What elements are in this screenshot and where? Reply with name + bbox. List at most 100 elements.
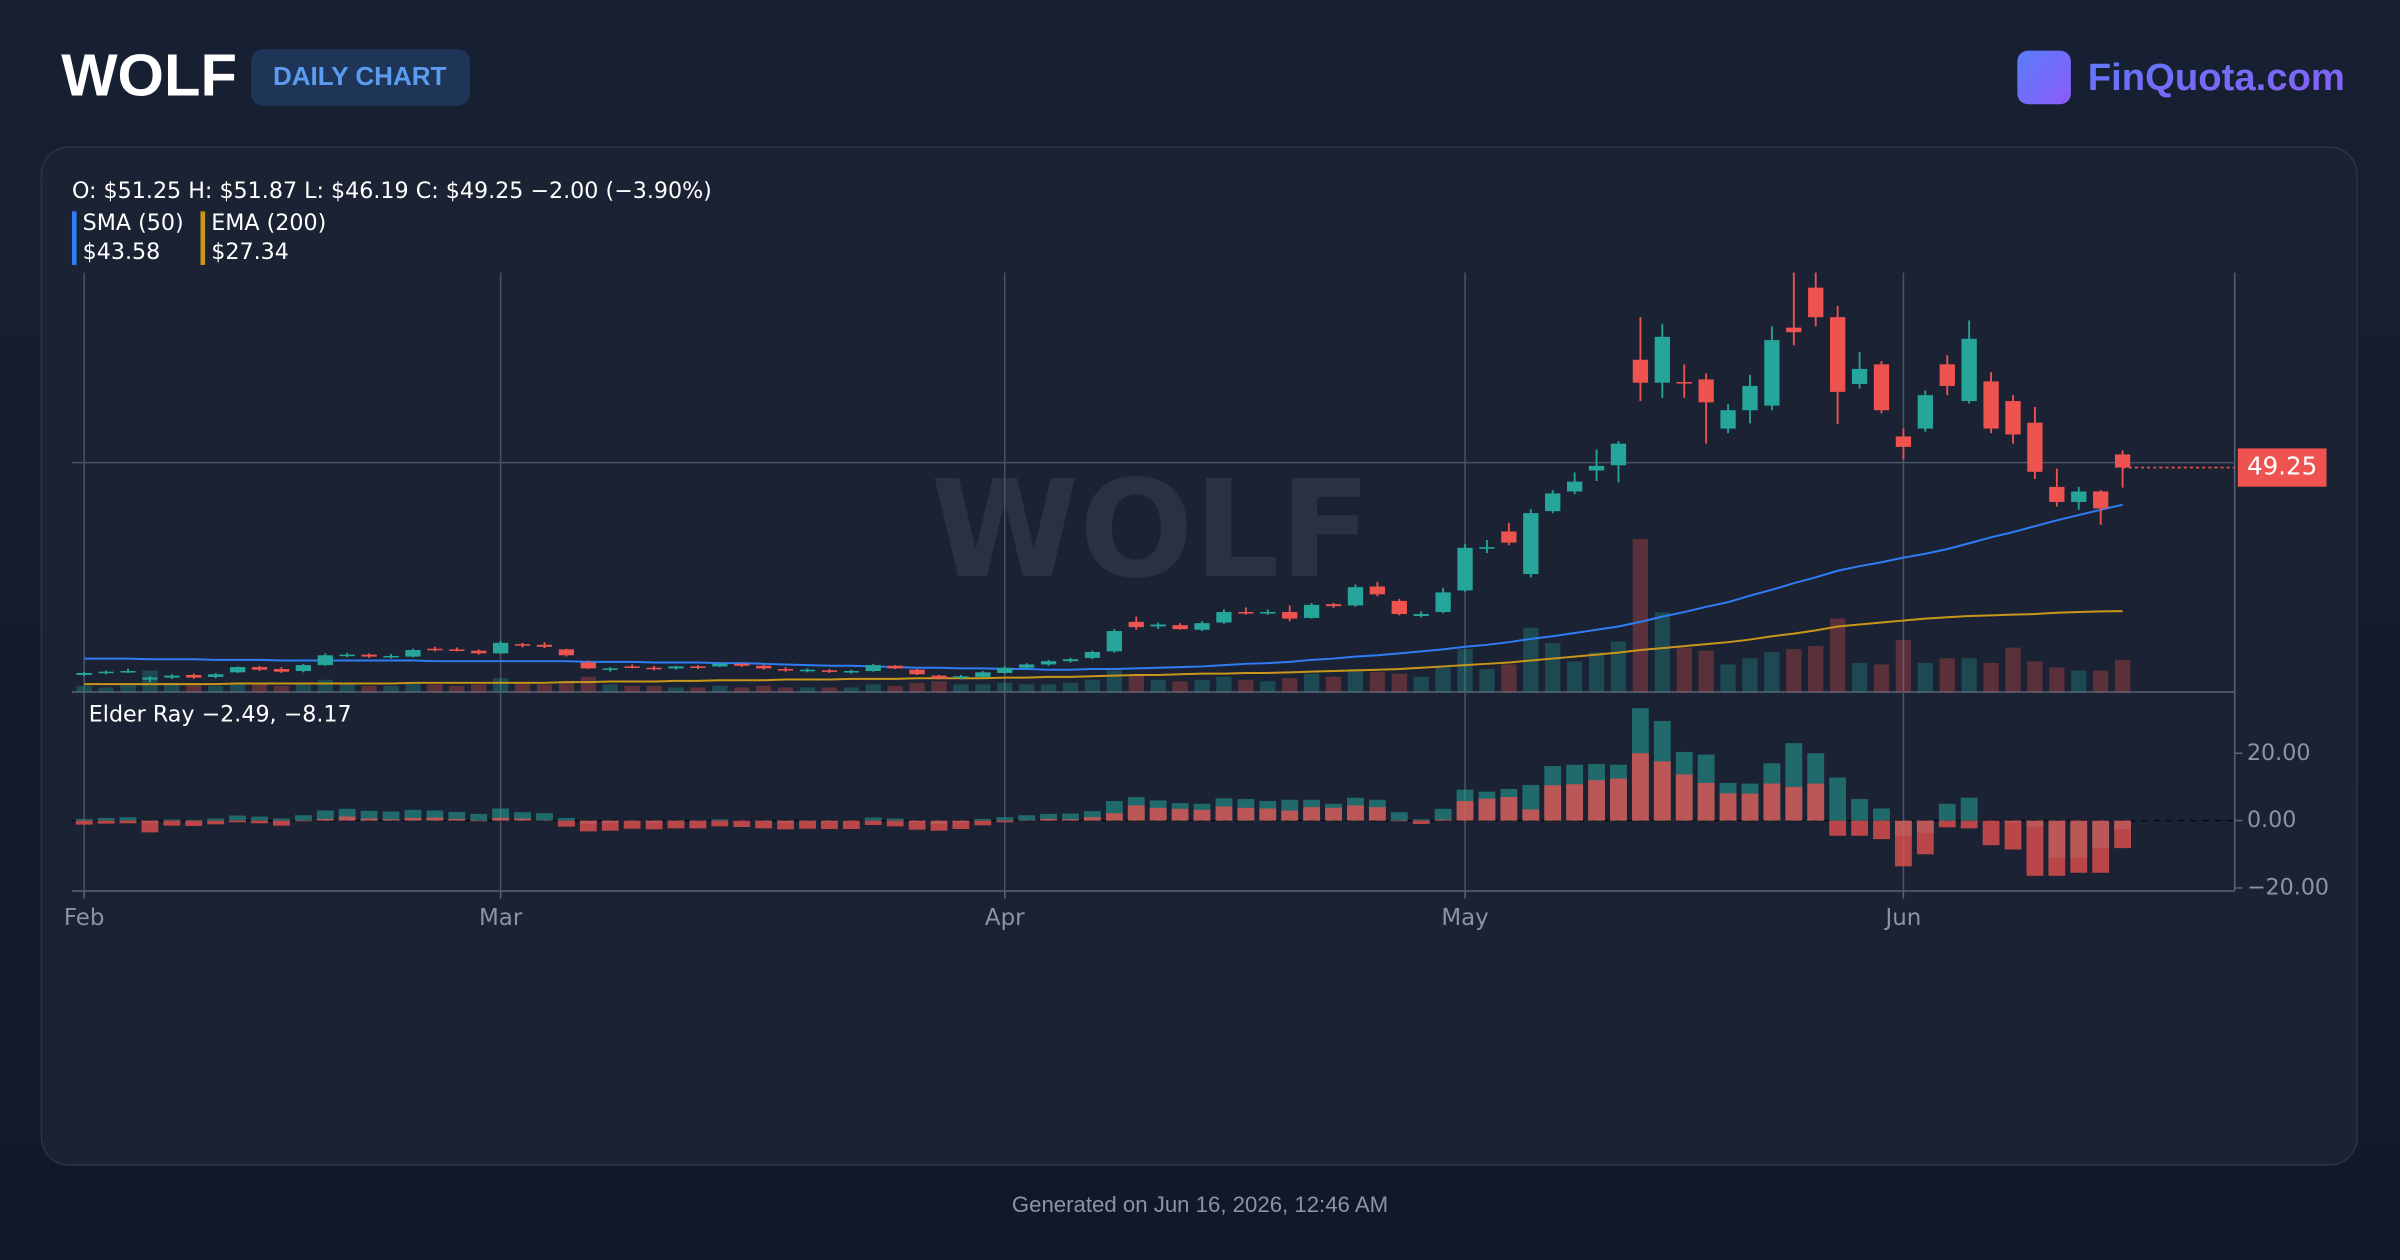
volume-bar [690, 687, 706, 692]
elder-ray-bar [1873, 820, 1890, 840]
elder-ray-bar [1434, 808, 1452, 821]
y-tick-label: 0.00 [2247, 807, 2296, 833]
volume-bar [1501, 664, 1517, 692]
candle-body [1391, 600, 1407, 615]
volume-bar [2005, 647, 2021, 692]
legend-value: $43.58 [83, 239, 161, 265]
candle-body [997, 667, 1013, 673]
volume-bar [1939, 658, 1955, 692]
candle-body [1303, 604, 1320, 618]
volume-bar [471, 684, 487, 692]
volume-bar [1391, 673, 1407, 692]
candle-body [1873, 364, 1890, 411]
elder-ray-bar [273, 818, 290, 821]
candle-body [1150, 624, 1166, 627]
candle-body [1654, 336, 1670, 383]
elder-ray-bar [667, 820, 685, 829]
elder-ray-bar [1916, 820, 1934, 855]
elder-ray-bar [777, 820, 794, 830]
volume-bar [909, 682, 925, 692]
elder-ray-bar [1851, 799, 1868, 821]
elder-ray-bar [1018, 815, 1036, 821]
candle-body [1369, 586, 1386, 595]
candle-body [646, 667, 662, 670]
elder-ray-bar [579, 820, 597, 832]
candle-body [1545, 493, 1561, 512]
volume-bar [777, 687, 794, 692]
volume-bar [2071, 670, 2087, 692]
candle-body [273, 669, 290, 672]
elder-ray-bar [536, 813, 553, 821]
candle-body [164, 675, 180, 678]
volume-bar [1961, 658, 1977, 692]
candle-body [1742, 385, 1758, 411]
volume-bar [1413, 676, 1429, 692]
volume-bar [712, 685, 728, 692]
volume-bar [1808, 646, 1824, 692]
price-tag-bg [2237, 448, 2327, 487]
candle-body [1019, 664, 1035, 668]
plot: WOLF Feb Mar Apr May Jun 20.00 0.00 −20.00 49.25 O… [64, 178, 2329, 931]
volume-bar [1040, 684, 1057, 692]
candle-body [1939, 364, 1955, 386]
brand[interactable]: FinQuota.com [2088, 56, 2345, 99]
elder-ray-bar [2114, 820, 2132, 849]
elder-ray-bar [1215, 806, 1233, 821]
x-tick-label: Apr [985, 905, 1025, 931]
elder-ray-bar [1390, 820, 1408, 822]
elder-ray-bar [1193, 809, 1211, 821]
elder-ray-bar [382, 819, 400, 821]
candle-body [1501, 531, 1517, 543]
elder-ray-bar [1982, 820, 2000, 846]
elder-ray-bar [2048, 820, 2066, 876]
elder-ray-bar [1347, 805, 1364, 821]
elder-ray-bar [1675, 774, 1693, 821]
candle-body [1851, 368, 1868, 385]
volume-bar [164, 682, 180, 692]
volume-bar [1742, 658, 1758, 692]
elder-ray-bar [623, 820, 641, 829]
elder-ray-bar [75, 820, 93, 825]
volume-bar [383, 685, 399, 692]
elder-ray-bar [974, 818, 992, 821]
candle-body [580, 662, 596, 669]
badge-bg [251, 49, 470, 106]
candle-body [1961, 338, 1977, 402]
elder-ray-bar [1171, 808, 1189, 821]
volume-bar [1566, 661, 1583, 692]
volume-bar [251, 684, 268, 692]
badge: DAILY CHART [273, 61, 447, 91]
candle-body [1238, 612, 1254, 614]
elder-ray-bar [294, 820, 312, 822]
elder-ray-bar [557, 820, 575, 827]
candle-body [1523, 513, 1539, 575]
candle-body [76, 672, 92, 675]
elder-ray-bar [2004, 820, 2022, 850]
elder-ray-bar [382, 811, 400, 821]
candle-body [1698, 379, 1714, 403]
volume-bar [1019, 684, 1035, 692]
elder-ray-bar [1697, 782, 1715, 821]
candle-body [1566, 481, 1583, 492]
elder-ray-bar [886, 820, 904, 827]
volume-bar [295, 684, 312, 692]
elder-ray-bar [514, 818, 531, 821]
elder-ray-bar [338, 816, 356, 821]
volume-bar [2027, 661, 2043, 692]
candle-body [1676, 382, 1692, 384]
elder-ray-bar [1325, 807, 1342, 821]
candle-body [909, 669, 925, 675]
elder-ray-bar [1237, 807, 1255, 821]
candle-body [251, 667, 268, 670]
volume-bar [1172, 681, 1188, 692]
volume-bar [1369, 672, 1386, 692]
watermark: WOLF [931, 451, 1372, 608]
legend-swatch [200, 211, 206, 265]
elder-ray-bar [2092, 820, 2110, 873]
volume-bar [405, 682, 421, 692]
elder-ray-bar [470, 813, 488, 821]
elder-ray-bar [1851, 820, 1868, 836]
volume-bar [229, 682, 246, 692]
elder-ray-bar [426, 810, 444, 821]
